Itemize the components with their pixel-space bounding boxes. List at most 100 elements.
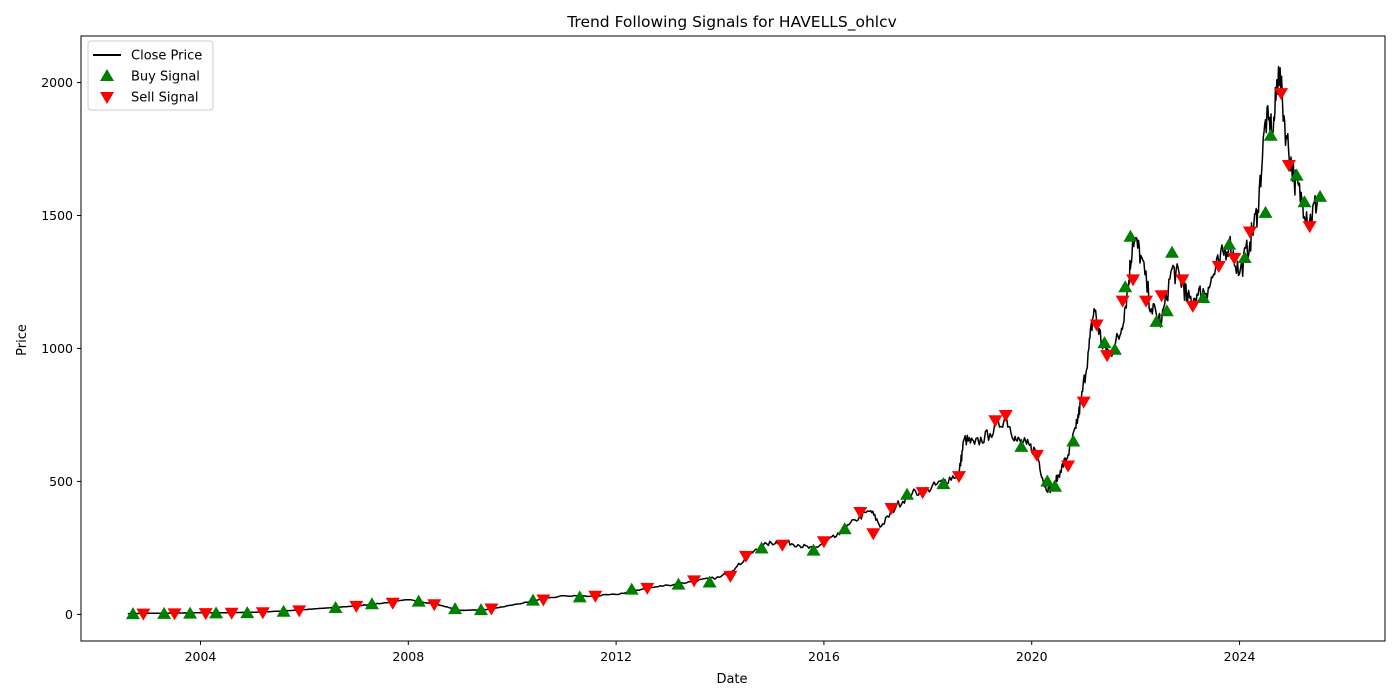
legend-label: Sell Signal <box>131 91 199 106</box>
buy-signal-marker <box>1149 314 1164 327</box>
buy-signal-marker <box>240 606 255 619</box>
buy-signal-marker <box>1297 195 1312 208</box>
sell-signal-marker <box>1115 295 1130 308</box>
sell-signal-marker <box>1302 221 1317 234</box>
buy-signal-marker <box>157 606 172 619</box>
buy-signal-marker <box>1014 439 1029 452</box>
sell-signal-marker <box>738 550 753 563</box>
buy-signal-marker <box>754 541 769 554</box>
buy-signal-marker <box>671 577 686 590</box>
sell-signal-marker <box>1076 396 1091 409</box>
legend-box <box>87 40 214 111</box>
sell-signal-marker <box>775 539 790 552</box>
sell-signal-marker <box>1089 319 1104 332</box>
legend-buy-signal-swatch <box>100 69 114 81</box>
buy-signal-marker <box>209 606 224 619</box>
buy-signal-marker <box>474 603 489 616</box>
x-tick-label: 2004 <box>185 649 217 664</box>
buy-signal-marker <box>1289 168 1304 181</box>
sell-signal-marker <box>988 415 1003 428</box>
legend: Close Price Buy Signal Sell Signal <box>87 40 214 111</box>
buy-signal-marker <box>1263 128 1278 141</box>
sell-signal-marker <box>1029 449 1044 462</box>
buy-signal-marker <box>1159 304 1174 317</box>
buy-signal-marker <box>276 604 291 617</box>
buy-signal-marker <box>572 590 587 603</box>
buy-signal-marker <box>1313 189 1328 202</box>
buy-signal-marker <box>1196 290 1211 303</box>
x-tick-label: 2020 <box>1016 649 1048 664</box>
legend-label: Buy Signal <box>131 70 200 85</box>
buy-signal-marker <box>1066 434 1081 447</box>
sell-signal-marker <box>292 605 307 618</box>
sell-signal-marker <box>198 608 213 621</box>
sell-signal-marker <box>816 536 831 549</box>
y-tick-label: 0 <box>65 607 73 622</box>
buy-signal-marker <box>411 594 426 607</box>
sell-signal-marker <box>588 590 603 603</box>
sell-signal-marker <box>687 575 702 588</box>
legend-sell-signal-swatch <box>100 92 114 104</box>
buy-signal-marker <box>702 575 717 588</box>
sell-signal-marker <box>915 487 930 500</box>
x-tick-label: 2016 <box>808 649 840 664</box>
sell-signal-marker <box>349 600 364 613</box>
buy-signal-marker <box>1097 336 1112 349</box>
sell-signal-marker <box>484 603 499 616</box>
sell-signal-marker <box>167 608 182 621</box>
x-tick-label: 2012 <box>600 649 632 664</box>
sell-signal-marker <box>640 582 655 595</box>
buy-signal-marker <box>1258 205 1273 218</box>
sell-signal-marker <box>1061 460 1076 473</box>
buy-signal-marker <box>936 477 951 490</box>
buy-signal-marker <box>183 606 198 619</box>
sell-signal-marker <box>1126 274 1141 287</box>
y-tick-label: 1000 <box>41 341 73 356</box>
sell-signal-marker <box>1274 88 1289 101</box>
sell-signal-marker <box>1242 226 1257 239</box>
plot-frame <box>80 35 1386 642</box>
buy-signal-marker <box>1222 237 1237 250</box>
sell-signal-marker <box>427 599 442 612</box>
sell-signal-marker <box>853 507 868 520</box>
sell-signal-marker <box>1154 290 1169 303</box>
y-tick-label: 1500 <box>41 208 73 223</box>
buy-signal-marker <box>1040 474 1055 487</box>
buy-signal-marker <box>448 602 463 615</box>
buy-signal-marker <box>364 597 379 610</box>
sell-signal-marker <box>723 570 738 583</box>
sell-signal-marker <box>1211 261 1226 274</box>
sell-signal-marker <box>884 503 899 516</box>
buy-signal-marker <box>806 543 821 556</box>
y-axis-label: Price <box>15 324 30 356</box>
sell-signal-marker <box>1185 300 1200 313</box>
x-tick-label: 2024 <box>1224 649 1256 664</box>
sell-signal-marker <box>1100 350 1115 363</box>
buy-signal-marker <box>1048 479 1063 492</box>
buy-signal-marker <box>837 522 852 535</box>
sell-signal-marker <box>1175 274 1190 287</box>
sell-signal-marker <box>1227 253 1242 266</box>
sell-signal-marker <box>136 608 151 621</box>
buy-signal-marker <box>328 601 343 614</box>
close-price-line <box>127 65 1319 615</box>
legend-label: Close Price <box>131 49 202 64</box>
sell-signal-marker <box>866 528 881 541</box>
sell-signal-marker <box>224 607 239 620</box>
buy-signal-marker <box>1164 245 1179 258</box>
x-tick-label: 2008 <box>392 649 424 664</box>
sell-signal-marker <box>951 471 966 484</box>
buy-signal-marker <box>624 582 639 595</box>
x-axis-label: Date <box>716 672 747 687</box>
sell-signal-marker <box>255 607 270 620</box>
buy-signal-marker <box>525 593 540 606</box>
buy-signal-marker <box>1237 251 1252 264</box>
sell-signal-marker <box>1139 295 1154 308</box>
buy-signal-marker <box>1123 229 1138 242</box>
sell-signal-marker <box>385 597 400 610</box>
plot-area: 2004 2008 2012 2016 2020 2024 0 500 1000 1500 2000… <box>41 35 1386 664</box>
y-tick-label: 500 <box>49 474 73 489</box>
sell-signal-marker <box>998 409 1013 422</box>
buy-signal-marker <box>900 487 915 500</box>
